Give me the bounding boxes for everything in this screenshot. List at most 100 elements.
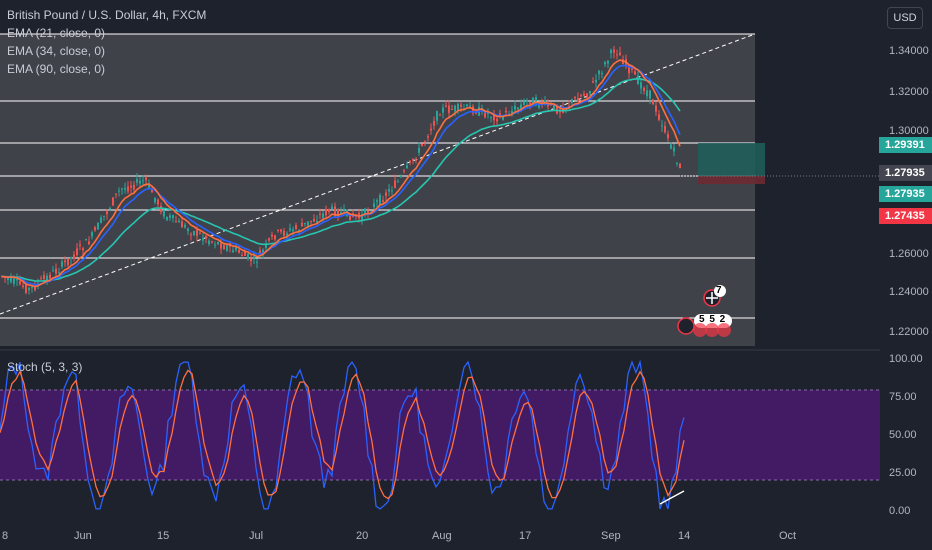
candle-body xyxy=(187,228,189,232)
candle-body xyxy=(16,279,18,281)
candle-body xyxy=(43,275,45,279)
candle-body xyxy=(73,254,75,259)
candle-body xyxy=(79,244,81,246)
candle-body xyxy=(109,208,111,210)
candle-body xyxy=(394,180,396,188)
ema-90-legend[interactable]: EMA (90, close, 0) xyxy=(7,62,106,76)
candle-body xyxy=(328,209,330,212)
candle-body xyxy=(295,225,297,230)
entry-price-tag[interactable]: 1.27935 xyxy=(879,186,932,202)
candle-body xyxy=(70,257,72,259)
candle-body xyxy=(169,215,171,218)
candle-body xyxy=(586,93,588,97)
candle-body xyxy=(442,107,444,113)
candle-body xyxy=(637,75,639,84)
candle-body xyxy=(208,240,210,245)
trendline[interactable] xyxy=(0,33,756,315)
candle-body xyxy=(619,52,621,56)
candle-body xyxy=(403,170,405,172)
candle-body xyxy=(154,197,156,203)
candle-body xyxy=(163,210,165,217)
time-label: 20 xyxy=(356,530,369,542)
event-count-label[interactable]: 5 5 2 xyxy=(699,314,727,325)
candle-body xyxy=(610,49,612,54)
ema-34-legend[interactable]: EMA (34, close, 0) xyxy=(7,44,106,58)
candle-body xyxy=(583,93,585,96)
stoch-label: 0.00 xyxy=(889,505,911,517)
candle-body xyxy=(640,82,642,89)
stoch-divergence-line[interactable] xyxy=(659,490,685,505)
candle-body xyxy=(157,199,159,205)
event-markers[interactable] xyxy=(677,285,732,337)
candle-body xyxy=(439,114,441,116)
position-stop-zone[interactable] xyxy=(698,176,765,184)
stop-loss-price-tag[interactable]: 1.27435 xyxy=(879,208,932,224)
symbol-title[interactable]: British Pound / U.S. Dollar, 4h, FXCM xyxy=(7,8,207,22)
currency-button[interactable]: USD xyxy=(887,7,923,29)
candle-body xyxy=(529,102,531,105)
candle-body xyxy=(148,183,150,189)
candle-body xyxy=(241,255,243,257)
candle-body xyxy=(634,71,636,75)
candle-body xyxy=(424,141,426,143)
candle-body xyxy=(409,160,411,162)
candle-body xyxy=(19,281,21,285)
candle-body xyxy=(76,248,78,256)
candle-body xyxy=(310,220,312,222)
price-label: 1.34000 xyxy=(889,45,929,57)
stoch-label: 100.00 xyxy=(889,353,923,365)
stoch-d-line xyxy=(0,369,685,500)
candle-body xyxy=(223,245,225,250)
take-profit-price-tag[interactable]: 1.29391 xyxy=(879,137,932,153)
candle-body xyxy=(511,110,513,115)
candle-body xyxy=(103,215,105,217)
candle-body xyxy=(61,261,63,267)
candle-body xyxy=(283,230,285,236)
event-dot xyxy=(705,323,719,337)
candle-body xyxy=(406,165,408,168)
candle-body xyxy=(454,105,456,112)
time-label: Aug xyxy=(432,530,452,542)
candle-body xyxy=(31,287,33,289)
candle-body xyxy=(538,105,540,108)
candle-body xyxy=(133,184,135,190)
candle-body xyxy=(265,243,267,249)
position-profit-zone[interactable] xyxy=(698,143,765,176)
ema-21-legend[interactable]: EMA (21, close, 0) xyxy=(7,26,106,40)
candle-body xyxy=(379,195,381,205)
candle-body xyxy=(607,60,609,64)
candle-body xyxy=(244,251,246,256)
candle-body xyxy=(553,104,555,110)
time-label: 15 xyxy=(157,530,170,542)
candle-body xyxy=(331,206,333,210)
current-price-tag[interactable]: 1.27935 xyxy=(879,165,932,181)
candle-body xyxy=(7,278,9,280)
candle-body xyxy=(268,238,270,241)
candle-body xyxy=(367,210,369,214)
candle-body xyxy=(574,97,576,99)
candle-body xyxy=(436,111,438,121)
candle-body xyxy=(238,249,240,253)
candle-body xyxy=(100,217,102,223)
candle-body xyxy=(202,237,204,241)
time-label: 14 xyxy=(678,530,691,542)
candle-body xyxy=(127,186,129,192)
candle-body xyxy=(13,278,15,284)
stoch-legend[interactable]: Stoch (5, 3, 3) xyxy=(7,360,83,374)
stoch-band xyxy=(0,390,880,480)
candle-body xyxy=(253,256,255,259)
candle-body xyxy=(1,275,3,277)
candle-body xyxy=(280,229,282,232)
time-label: 8 xyxy=(2,530,9,542)
candle-body xyxy=(277,229,279,231)
candle-body xyxy=(22,285,24,288)
candle-body xyxy=(94,227,96,231)
candle-body xyxy=(316,220,318,223)
stoch-label: 75.00 xyxy=(889,391,917,403)
candle-body xyxy=(88,241,90,245)
candle-body xyxy=(28,287,30,290)
event-count-label[interactable]: 7 xyxy=(716,285,722,296)
candle-body xyxy=(412,158,414,161)
ema-90-line xyxy=(1,77,681,282)
